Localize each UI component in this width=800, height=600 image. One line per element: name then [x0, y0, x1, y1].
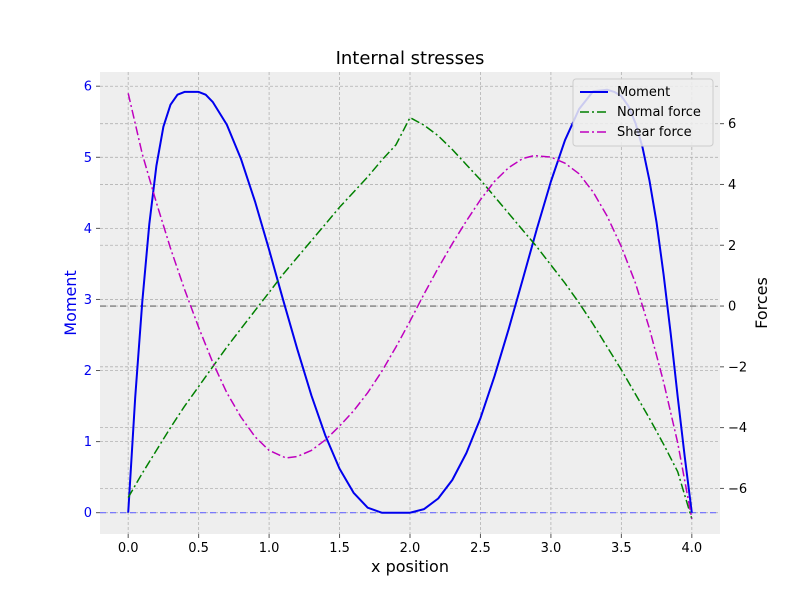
right-tick-label-0: −6	[728, 482, 747, 497]
x-tick-label-6: 3.0	[541, 541, 562, 556]
left-tick-label-4: 4	[84, 222, 92, 237]
x-axis-title: x position	[371, 557, 449, 576]
x-tick-label-2: 1.0	[259, 541, 280, 556]
left-axis-ticks: 0 1 2 3 4 5 6	[84, 80, 100, 521]
right-tick-label-5: 4	[728, 178, 736, 193]
x-tick-label-4: 2.0	[400, 541, 421, 556]
x-tick-label-5: 2.5	[470, 541, 491, 556]
left-axis-title: Moment	[61, 270, 80, 335]
x-tick-label-7: 3.5	[611, 541, 632, 556]
right-axis-title: Forces	[752, 277, 771, 329]
x-tick-label-3: 1.5	[329, 541, 350, 556]
right-tick-label-3: 0	[728, 300, 736, 315]
x-tick-label-1: 0.5	[188, 541, 209, 556]
legend-label-moment: Moment	[617, 85, 670, 100]
legend-box	[572, 78, 714, 147]
left-tick-label-1: 1	[84, 435, 92, 450]
right-tick-label-6: 6	[728, 117, 736, 132]
right-tick-label-4: 2	[728, 239, 736, 254]
legend-label-normal-force: Normal force	[617, 105, 701, 120]
x-tick-label-0: 0.0	[118, 541, 139, 556]
left-tick-label-3: 3	[84, 293, 92, 308]
x-tick-label-8: 4.0	[681, 541, 702, 556]
left-tick-label-5: 5	[84, 151, 92, 166]
series-line-shear-force	[127, 93, 693, 519]
left-tick-label-2: 2	[84, 364, 92, 379]
right-tick-label-1: −4	[728, 421, 747, 436]
left-tick-label-0: 0	[84, 506, 92, 521]
left-tick-label-6: 6	[84, 80, 92, 95]
legend: Moment Normal force Shear force	[572, 78, 714, 147]
right-axis-ticks: −6 −4 −2 0 2 4 6	[720, 117, 747, 497]
right-tick-label-2: −2	[728, 360, 747, 375]
chart-title: Internal stresses	[336, 48, 485, 69]
x-axis-ticks: 0.0 0.5 1.0 1.5 2.0 2.5 3.0 3.5 4.0	[118, 534, 702, 556]
legend-label-shear-force: Shear force	[617, 125, 692, 140]
series-line-normal-force	[127, 116, 693, 520]
